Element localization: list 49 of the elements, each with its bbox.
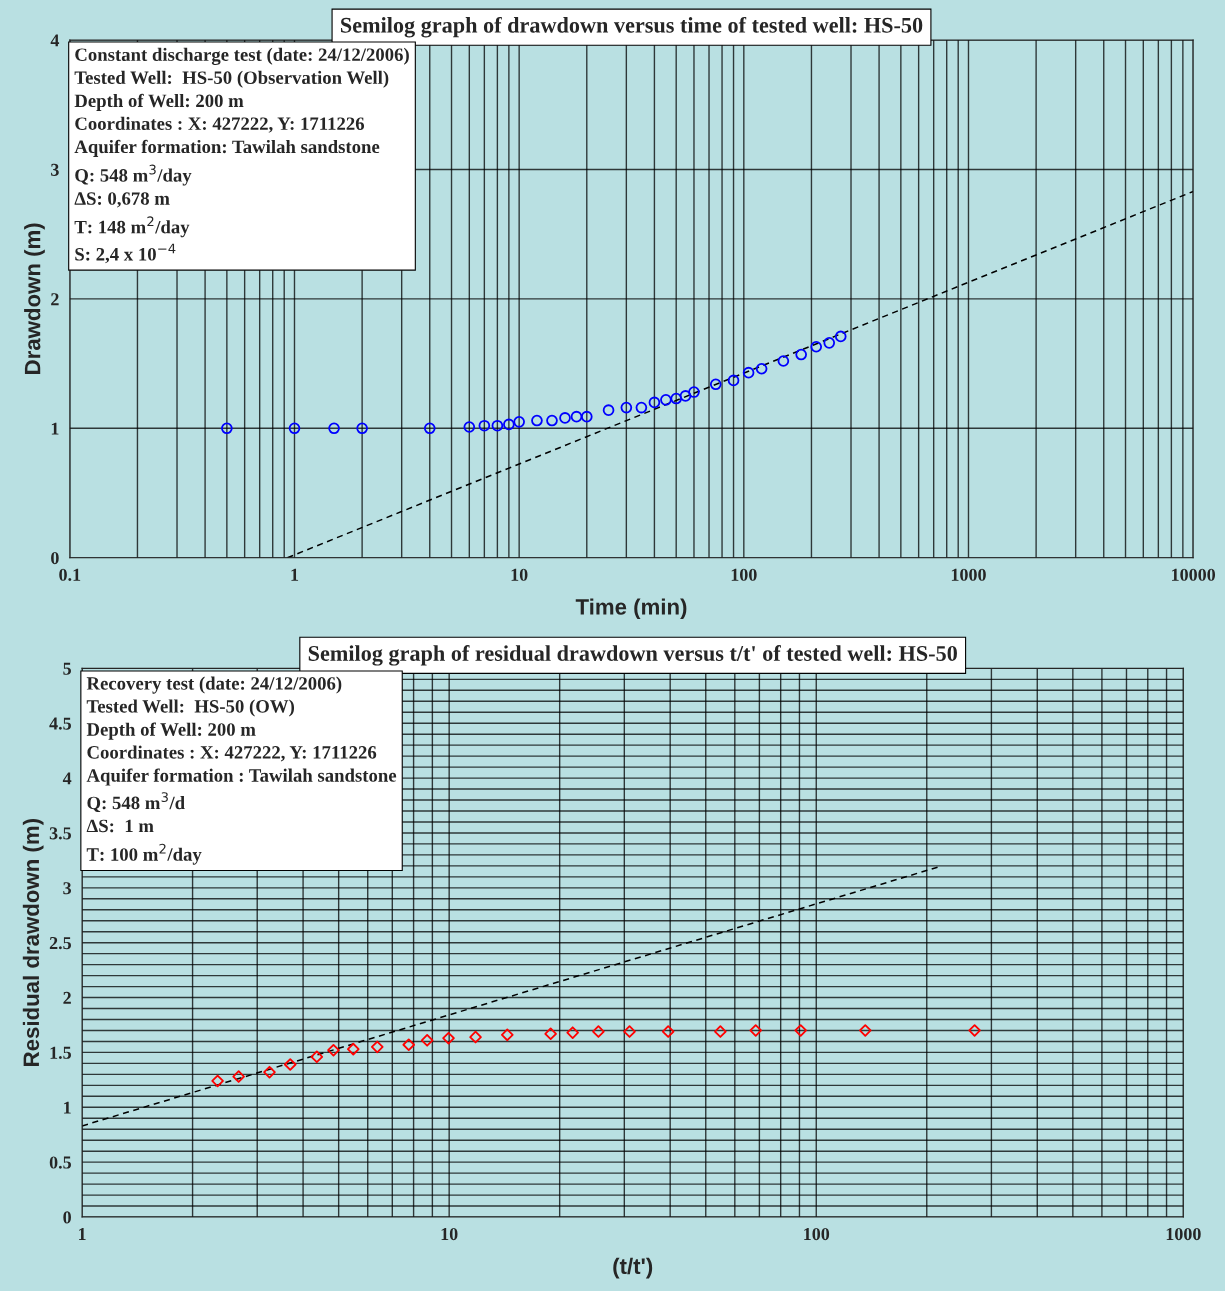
x-axis-title: Time (min) xyxy=(575,598,687,620)
annotation: Coordinates : X: 427222, Y: 1711226 xyxy=(87,745,377,762)
annotation: Coordinates : X: 427222, Y: 1711226 xyxy=(75,116,365,133)
y-tick-label: 0 xyxy=(63,1211,71,1224)
y-axis-title: Residual drawdown (m) xyxy=(22,819,44,1066)
annotation: Depth of Well: 200 m xyxy=(86,722,256,740)
annotation: Depth of Well: 200 m xyxy=(74,93,244,111)
y-tick-label: 1.5 xyxy=(50,1046,71,1059)
y-tick-label: 4.5 xyxy=(49,717,71,730)
x-tick-label: 100 xyxy=(804,1227,830,1241)
y-axis-title: Drawdown (m) xyxy=(24,223,45,374)
x-tick-label: 10 xyxy=(511,568,528,581)
y-tick-label: 1 xyxy=(51,422,59,435)
y-tick-label: 3.5 xyxy=(49,827,71,840)
annotation: ΔS: 0,678 m xyxy=(74,192,170,208)
annotation: T: 100 m$^{2}$/day xyxy=(86,843,202,865)
annotation: Q: 548 m$^{3}$/day xyxy=(75,164,192,186)
annotation: Aquifer formation : Tawilah sandstone xyxy=(86,768,397,786)
y-tick-label: 5 xyxy=(63,662,71,675)
x-tick-label: 10 xyxy=(441,1227,458,1241)
x-tick-label: 0.1 xyxy=(59,568,81,581)
annotation: Aquifer formation: Tawilah sandstone xyxy=(74,139,380,157)
y-tick-label: 3 xyxy=(63,882,72,895)
annotation: Tested Well: HS-50 (Observation Well) xyxy=(74,70,389,88)
y-tick-label: 1 xyxy=(64,1101,71,1114)
x-tick-label: 1 xyxy=(291,568,299,581)
chart-title: Semilog graph of residual drawdown versus t/t' of tested well: HS-50 xyxy=(308,645,957,666)
x-tick-label: 100 xyxy=(731,568,757,581)
y-tick-label: 2 xyxy=(63,991,71,1004)
annotation: Recovery test (date: 24/12/2006) xyxy=(86,676,342,694)
x-tick-label: 1 xyxy=(79,1228,86,1240)
annotation: Q: 548 m$^{3}$/d xyxy=(87,792,185,813)
chart-title: Semilog graph of drawdown versus time of tested well: HS-50 xyxy=(341,16,923,38)
x-tick-label: 10000 xyxy=(1172,568,1216,581)
y-tick-label: 2 xyxy=(51,293,59,306)
x-axis-title: (t/t') xyxy=(613,1257,653,1279)
annotation: T: 148 m$^{2}$/day xyxy=(74,216,190,238)
y-tick-label: 4 xyxy=(50,34,60,47)
x-tick-label: 1000 xyxy=(951,568,986,581)
annotation: ΔS: 1 m xyxy=(86,819,154,833)
annotation: Constant discharge test (date: 24/12/2006) xyxy=(75,47,409,65)
y-tick-label: 0.5 xyxy=(49,1156,71,1169)
y-tick-label: 3 xyxy=(51,163,59,176)
y-tick-label: 2.5 xyxy=(49,937,71,950)
annotation: Tested Well: HS-50 (OW) xyxy=(86,699,295,717)
y-tick-label: 4 xyxy=(62,772,72,785)
annotation: S: 2,4 x 10$^{−4}$ xyxy=(75,243,176,264)
y-tick-label: 0 xyxy=(51,551,59,565)
x-tick-label: 1000 xyxy=(1166,1227,1201,1241)
